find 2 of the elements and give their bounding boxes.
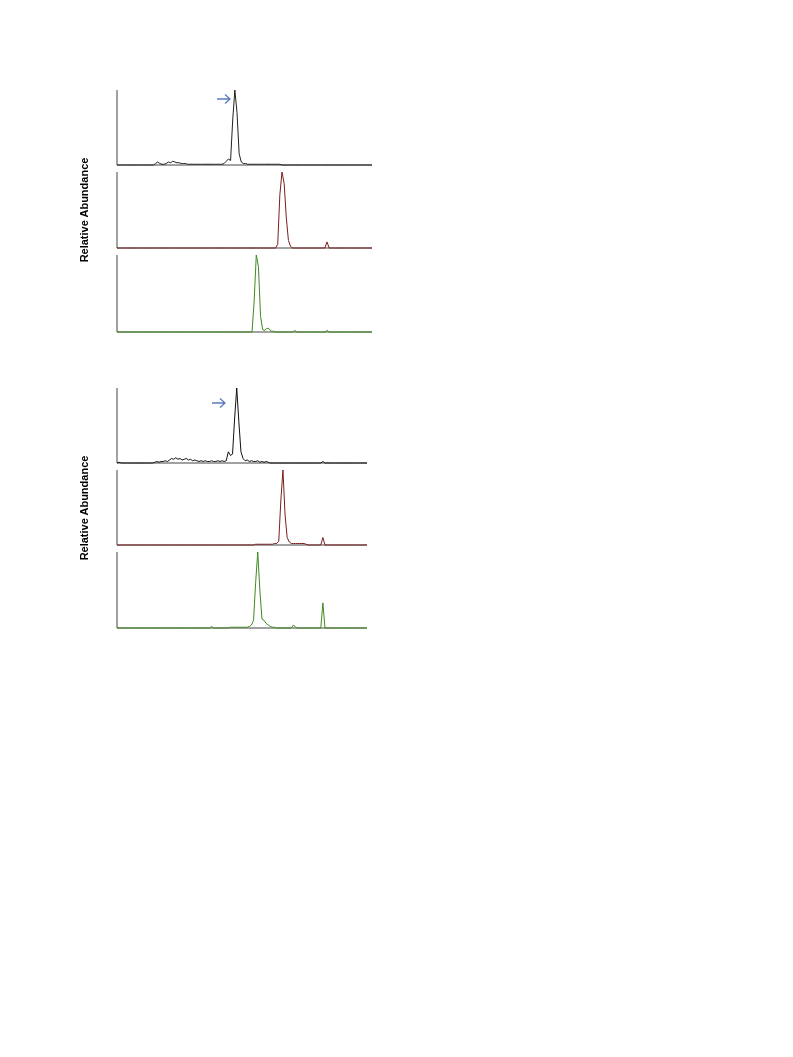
y-axis-title: Relative Abundance [78,455,90,560]
y-axis-title: Relative Abundance [78,157,90,263]
